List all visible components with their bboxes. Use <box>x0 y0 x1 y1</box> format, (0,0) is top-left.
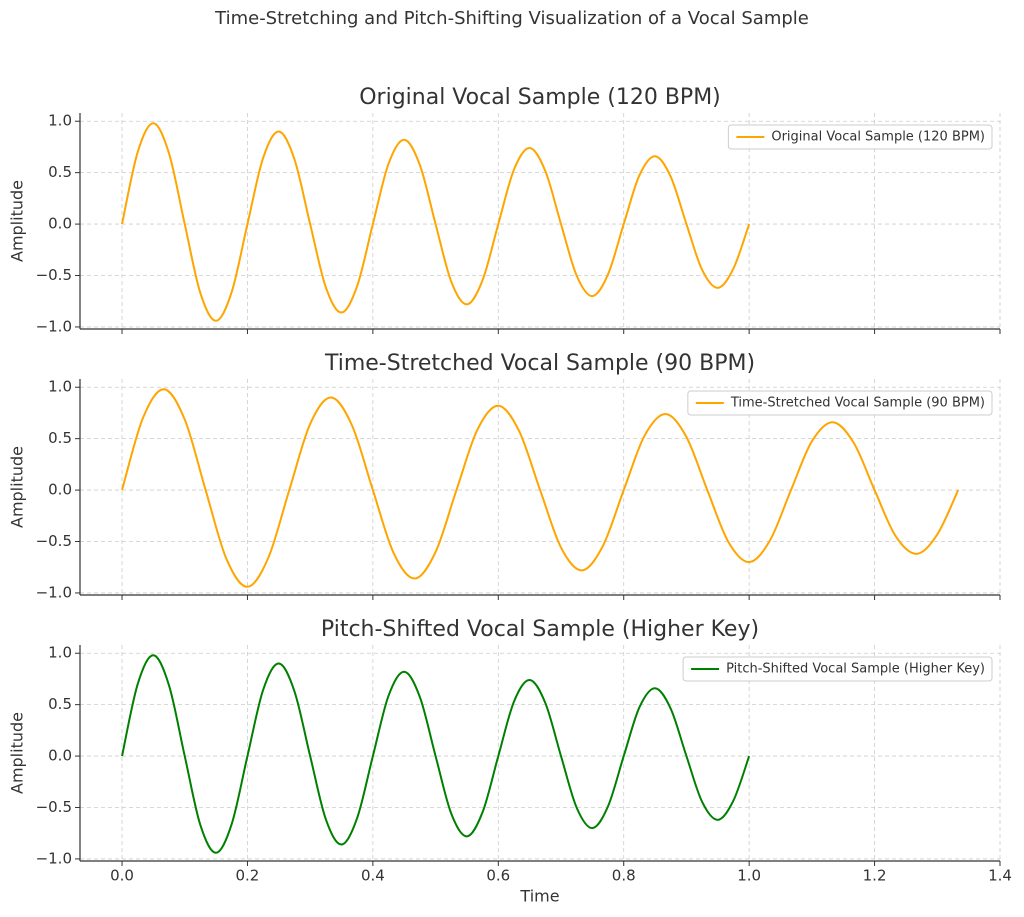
y-tick-label: 0.5 <box>48 429 72 447</box>
legend-label: Time-Stretched Vocal Sample (90 BPM) <box>730 396 985 411</box>
legend-box <box>687 390 993 416</box>
x-tick-label: 0.0 <box>110 867 134 885</box>
legend-label: Pitch-Shifted Vocal Sample (Higher Key) <box>726 662 985 677</box>
x-tick-label: 1.4 <box>988 867 1012 885</box>
legend: Pitch-Shifted Vocal Sample (Higher Key) <box>682 656 993 682</box>
x-tick-label: 0.2 <box>236 867 260 885</box>
y-tick-label: 0.0 <box>48 747 72 765</box>
y-axis-label: Amplitude <box>8 446 27 528</box>
y-tick-label: 1.0 <box>48 644 72 662</box>
legend-box <box>727 124 993 150</box>
figure-title: Time-Stretching and Pitch-Shifting Visua… <box>214 8 809 29</box>
legend: Time-Stretched Vocal Sample (90 BPM) <box>687 390 993 416</box>
legend-label: Original Vocal Sample (120 BPM) <box>771 130 985 145</box>
x-axis-label: Time <box>519 887 559 906</box>
line-series <box>121 388 960 588</box>
y-tick-label: 0.5 <box>48 695 72 713</box>
y-tick-label: 0.0 <box>48 481 72 499</box>
x-tick-label: 1.0 <box>737 867 761 885</box>
y-tick-label: 1.0 <box>48 112 72 130</box>
subplot-title: Pitch-Shifted Vocal Sample (Higher Key) <box>321 617 759 642</box>
legend-box <box>682 656 993 682</box>
line-series <box>121 122 751 322</box>
y-tick-label: −1.0 <box>36 317 72 335</box>
x-tick-label: 0.6 <box>486 867 510 885</box>
y-tick-label: 1.0 <box>48 378 72 396</box>
y-tick-label: −0.5 <box>36 266 72 284</box>
y-tick-label: −1.0 <box>36 849 72 867</box>
y-tick-label: 0.0 <box>48 215 72 233</box>
y-tick-label: −0.5 <box>36 532 72 550</box>
y-tick-label: −1.0 <box>36 583 72 601</box>
line-series <box>121 654 751 854</box>
x-tick-label: 0.8 <box>612 867 636 885</box>
x-tick-label: 1.2 <box>863 867 887 885</box>
subplot-title: Time-Stretched Vocal Sample (90 BPM) <box>324 351 755 376</box>
subplot-title: Original Vocal Sample (120 BPM) <box>359 85 721 110</box>
y-tick-label: −0.5 <box>36 798 72 816</box>
y-tick-label: 0.5 <box>48 163 72 181</box>
y-axis-label: Amplitude <box>8 712 27 794</box>
x-tick-label: 0.4 <box>361 867 385 885</box>
legend: Original Vocal Sample (120 BPM) <box>727 124 993 150</box>
y-axis-label: Amplitude <box>8 180 27 262</box>
